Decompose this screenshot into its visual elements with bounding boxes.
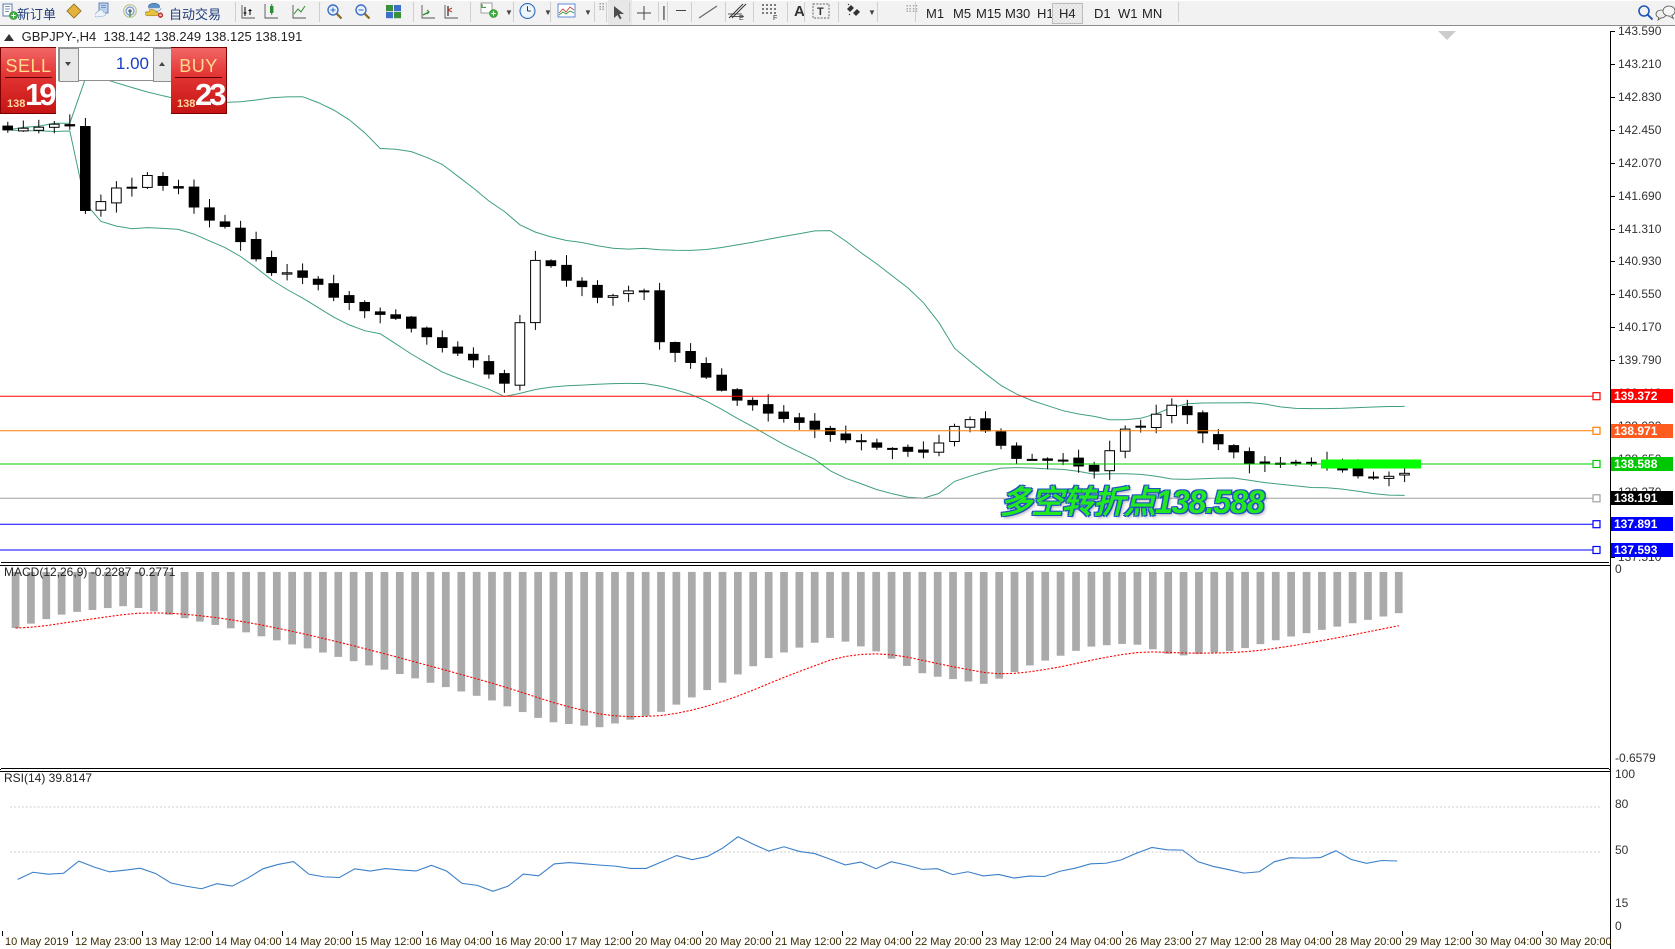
svg-text:F: F: [773, 15, 777, 20]
svg-text:T: T: [817, 6, 824, 18]
svg-text:E: E: [739, 15, 744, 21]
